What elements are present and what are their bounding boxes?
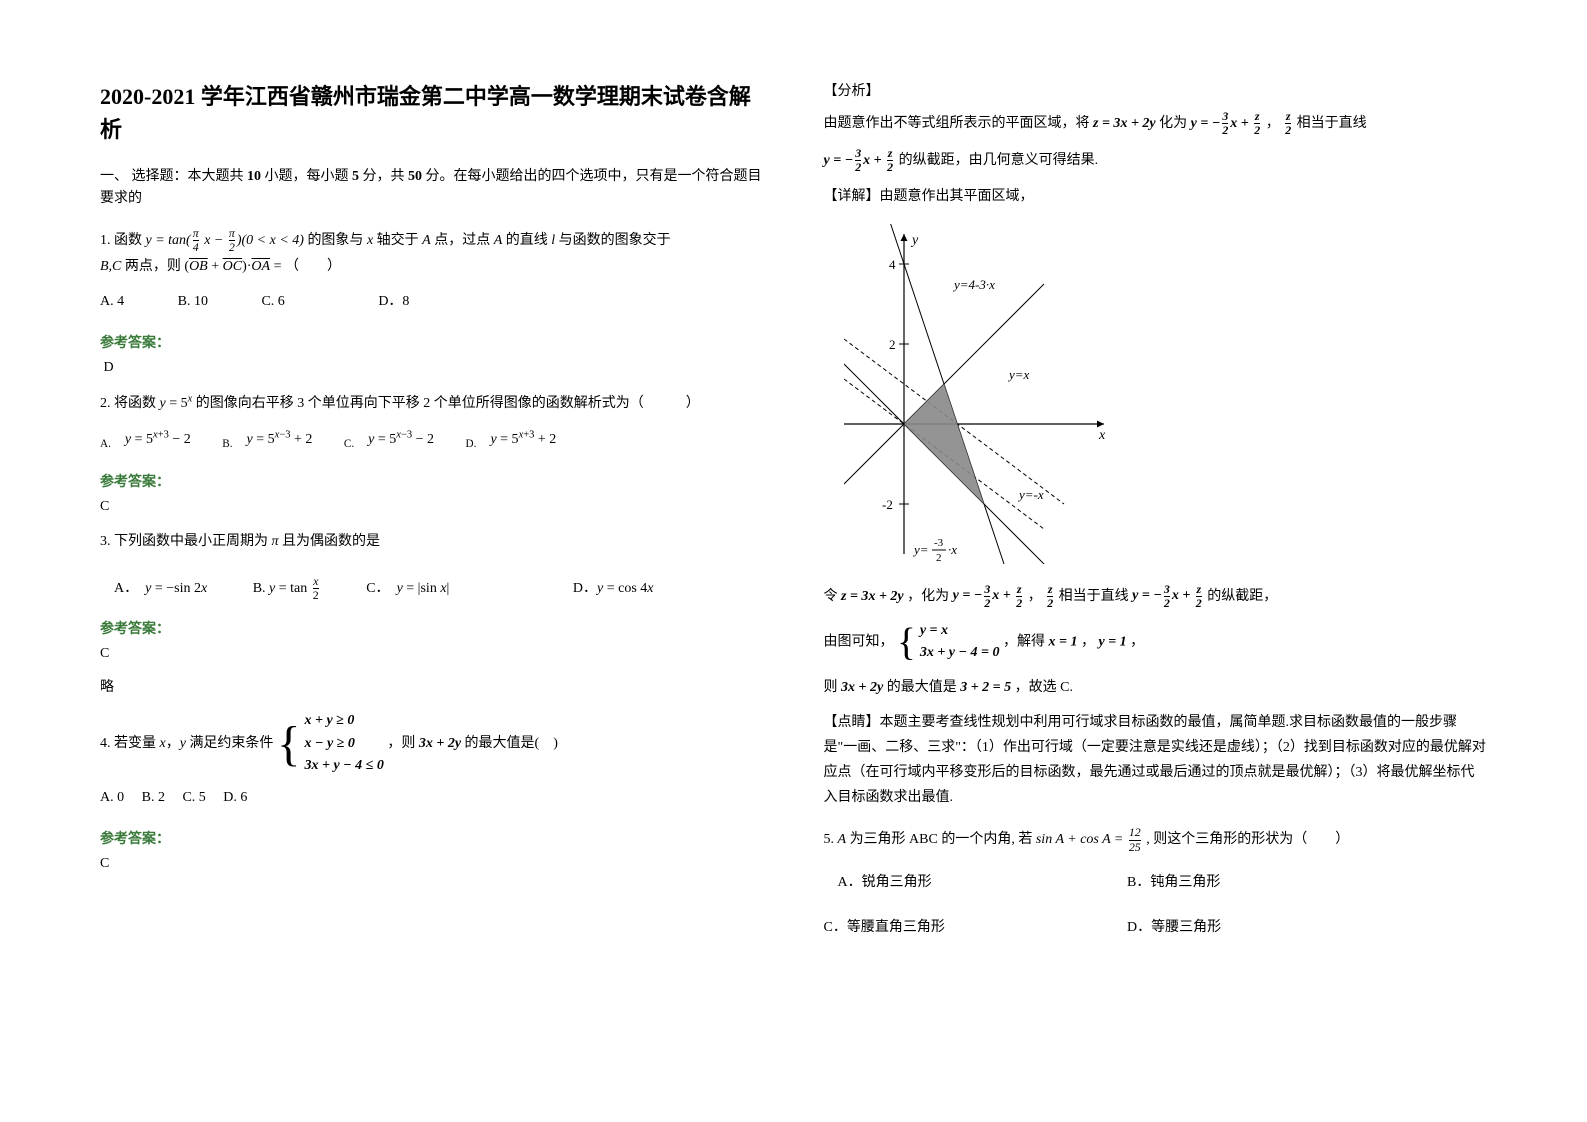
- answer-label-4: 参考答案：: [100, 828, 764, 848]
- q5-opt-b: B．钝角三角形: [1127, 875, 1220, 890]
- q5-prefix: 5. A 为三角形 ABC 的一个内角, 若: [824, 832, 1036, 847]
- detail-label: 【详解】由题意作出其平面区域，: [824, 184, 1488, 209]
- q4-suffix: ，则 3x + 2y 的最大值是( ): [387, 736, 558, 751]
- q2-opt-c: C. y = 5x−3 − 2: [344, 432, 434, 447]
- q4-answer: C: [100, 856, 764, 872]
- graph-line-yx: y=x: [1007, 367, 1030, 382]
- q4-sys3: 3x + y − 4 ≤ 0: [304, 758, 383, 773]
- q3-opt-b: B. y = tan x2: [253, 581, 321, 596]
- analysis-p1: 由题意作出不等式组所表示的平面区域，将 z = 3x + 2y 化为 y = −…: [824, 110, 1488, 137]
- answer-label-2: 参考答案：: [100, 471, 764, 491]
- q3-stem: 3. 下列函数中最小正周期为 π 且为偶函数的是: [100, 534, 380, 549]
- q5-expr: sin A + cos A = 1225: [1036, 832, 1143, 847]
- q1-formula: y = tan(π4 x − π2)(0 < x < 4): [146, 233, 308, 248]
- q3-opt-a: A． y = −sin 2x: [100, 581, 207, 596]
- q3-opt-d: D．y = cos 4x: [573, 581, 654, 596]
- q5-options: A．锐角三角形 B．钝角三角形 C．等腰直角三角形 D．等腰三角形: [824, 868, 1488, 944]
- question-1: 1. 函数 y = tan(π4 x − π2)(0 < x < 4) 的图象与…: [100, 227, 764, 318]
- svg-text:·x: ·x: [948, 542, 957, 557]
- question-4: 4. 若变量 x，y 满足约束条件 { x + y ≥ 0 x − y ≥ 0 …: [100, 710, 764, 814]
- q3-opt-c: C． y = |sin x|: [366, 581, 449, 596]
- graph-line-4m3x: y=4-3·x: [952, 277, 995, 292]
- q1-opt-c: C. 6: [261, 287, 284, 318]
- point-text: 本题主要考查线性规划中利用可行域求目标函数的最值，属简单题.求目标函数最值的一般…: [824, 715, 1486, 806]
- q3-note: 略: [100, 676, 764, 696]
- svg-text:-3: -3: [934, 537, 944, 549]
- q5-opt-a: A．锐角三角形: [824, 868, 1124, 899]
- q1-options: A. 4 B. 10 C. 6 D．8: [100, 287, 764, 318]
- q1-opt-d: D．8: [378, 287, 409, 318]
- analysis-p2: y = −32x + z2 的纵截距，由几何意义可得结果.: [824, 147, 1488, 174]
- graph-tick-neg2: -2: [882, 497, 893, 512]
- q1-opt-b: B. 10: [178, 287, 208, 318]
- analysis-label: 【分析】: [824, 80, 1488, 100]
- q1-line2: B,C 两点，则 (OB + OC)·OA = （ ）: [100, 259, 341, 274]
- q2-options: A. y = 5x+3 − 2 B. y = 5x−3 + 2 C. y = 5…: [100, 424, 764, 457]
- q2-opt-b: B. y = 5x−3 + 2: [222, 432, 312, 447]
- exam-title: 2020-2021 学年江西省赣州市瑞金第二中学高一数学理期末试卷含解析: [100, 80, 764, 146]
- analysis-p4: 由图可知， { y = x 3x + y − 4 = 0 ，解得 x = 1 ，…: [824, 620, 1488, 665]
- analysis-p3: 令 z = 3x + 2y ，化为 y = −32x + z2 ， z2 相当于…: [824, 583, 1488, 610]
- q2-stem: 2. 将函数 y = 5x 的图像向右平移 3 个单位再向下平移 2 个单位所得…: [100, 396, 700, 411]
- q3-options: A． y = −sin 2x B. y = tan x2 C． y = |sin…: [100, 574, 764, 605]
- q4-sys1: x + y ≥ 0: [304, 713, 354, 728]
- answer-label-1: 参考答案：: [100, 332, 764, 352]
- q1-mid: 的图象与 x 轴交于 A 点，过点 A 的直线 l 与函数的图象交于: [307, 233, 670, 248]
- section-header-text: 一、 选择题：本大题共 10 小题，每小题 5 分，共 50 分。在每小题给出的…: [100, 169, 762, 206]
- q2-opt-a: A. y = 5x+3 − 2: [100, 432, 191, 447]
- q3-answer: C: [100, 646, 764, 662]
- q1-answer: D: [100, 360, 764, 376]
- q4-sys2: x − y ≥ 0: [304, 736, 354, 751]
- graph-line-ynegx: y=-x: [1017, 487, 1044, 502]
- svg-text:2: 2: [936, 552, 942, 564]
- q4-system: { x + y ≥ 0 x − y ≥ 0 3x + y − 4 ≤ 0: [277, 710, 384, 777]
- graph-line-neg32x: y=: [912, 542, 929, 557]
- q4-prefix: 4. 若变量 x，y 满足约束条件: [100, 736, 277, 751]
- point-label: 【点睛】: [824, 715, 880, 730]
- question-3: 3. 下列函数中最小正周期为 π 且为偶函数的是 A． y = −sin 2x …: [100, 529, 764, 604]
- q2-answer: C: [100, 499, 764, 515]
- analysis-p5: 则 3x + 2y 的最大值是 3 + 2 = 5 ，故选 C.: [824, 675, 1488, 700]
- feasible-region-graph: 4 2 -2 y=x y=-x y=4-3·x y x y= -3: [844, 224, 1488, 569]
- question-5: 5. A 为三角形 ABC 的一个内角, 若 sin A + cos A = 1…: [824, 826, 1488, 943]
- q5-suffix: , 则这个三角形的形状为（ ）: [1146, 832, 1349, 847]
- q5-opt-c: C．等腰直角三角形: [824, 913, 1124, 944]
- question-2: 2. 将函数 y = 5x 的图像向右平移 3 个单位再向下平移 2 个单位所得…: [100, 390, 764, 457]
- analysis-point: 【点睛】本题主要考查线性规划中利用可行域求目标函数的最值，属简单题.求目标函数最…: [824, 710, 1488, 811]
- graph-tick-2: 2: [889, 337, 896, 352]
- graph-y-label: y: [910, 233, 919, 248]
- q4-options: A. 0 B. 2 C. 5 D. 6: [100, 783, 764, 814]
- graph-x-label: x: [1098, 428, 1106, 443]
- section-1-header: 一、 选择题：本大题共 10 小题，每小题 5 分，共 50 分。在每小题给出的…: [100, 166, 764, 211]
- q1-opt-a: A. 4: [100, 287, 124, 318]
- q5-opt-d: D．等腰三角形: [1127, 920, 1221, 935]
- graph-tick-4: 4: [889, 257, 896, 272]
- q1-prefix: 1. 函数: [100, 233, 142, 248]
- answer-label-3: 参考答案：: [100, 618, 764, 638]
- q2-opt-d: D. y = 5x+3 + 2: [466, 432, 557, 447]
